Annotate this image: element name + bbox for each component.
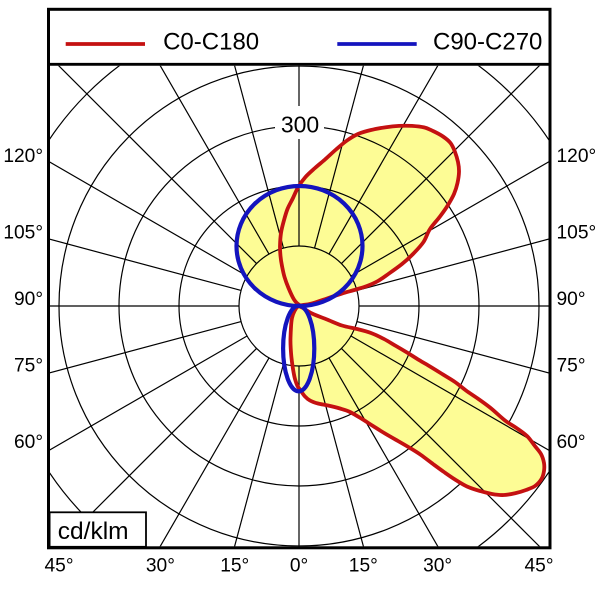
svg-text:45°: 45°: [44, 556, 73, 577]
svg-text:15°: 15°: [220, 556, 249, 577]
svg-text:120°: 120°: [557, 146, 597, 167]
svg-text:300: 300: [281, 112, 319, 138]
svg-text:60°: 60°: [557, 432, 586, 453]
svg-text:90°: 90°: [14, 289, 43, 310]
svg-text:90°: 90°: [557, 289, 586, 310]
svg-text:30°: 30°: [146, 556, 175, 577]
svg-text:C90-C270: C90-C270: [433, 28, 542, 55]
svg-text:30°: 30°: [423, 556, 452, 577]
svg-text:15°: 15°: [349, 556, 378, 577]
svg-text:120°: 120°: [3, 146, 43, 167]
svg-text:75°: 75°: [557, 355, 586, 376]
svg-text:cd/klm: cd/klm: [58, 518, 129, 545]
svg-text:C0-C180: C0-C180: [163, 28, 259, 55]
svg-text:75°: 75°: [14, 355, 43, 376]
svg-text:0°: 0°: [290, 556, 308, 577]
svg-text:105°: 105°: [3, 223, 43, 244]
svg-text:45°: 45°: [524, 556, 553, 577]
svg-text:60°: 60°: [14, 432, 43, 453]
svg-text:105°: 105°: [557, 223, 597, 244]
